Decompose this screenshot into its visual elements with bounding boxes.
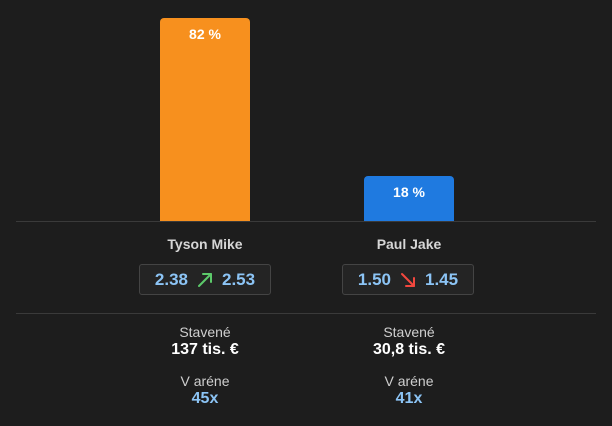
left-arena-value: 45x: [191, 390, 219, 407]
left-fighter-percent: 82 %: [189, 26, 221, 42]
right-arena-value: 41x: [395, 390, 423, 407]
right-arena-stat: V aréne 41x: [319, 373, 499, 408]
left-staked-label: Stavené: [179, 324, 231, 340]
right-staked-stat: Stavené 30,8 tis. €: [319, 324, 499, 359]
left-arena-label: V aréne: [180, 373, 230, 389]
left-odds-previous: 2.38: [154, 269, 188, 289]
right-fighter-percent: 18 %: [393, 184, 425, 200]
right-fighter-name: Paul Jake: [376, 236, 442, 252]
arrow-down-right-icon: [401, 272, 415, 287]
left-staked-stat: Stavené 137 tis. €: [115, 324, 295, 359]
left-fighter-name: Tyson Mike: [167, 236, 243, 252]
left-fighter-bar: 82 %: [160, 18, 250, 221]
right-fighter-bar: 18 %: [364, 176, 454, 221]
right-odds-button[interactable]: 1.50 1.45: [342, 264, 474, 295]
right-arena-label: V aréne: [384, 373, 434, 389]
right-odds-previous: 1.50: [357, 269, 391, 289]
left-odds-current: 2.53: [222, 269, 256, 289]
section-divider: [16, 313, 596, 314]
chart-baseline: [16, 221, 596, 222]
right-odds-current: 1.45: [425, 269, 459, 289]
right-staked-value: 30,8 tis. €: [372, 341, 446, 358]
right-staked-label: Stavené: [383, 324, 435, 340]
left-odds-button[interactable]: 2.38 2.53: [139, 264, 271, 295]
left-staked-value: 137 tis. €: [171, 341, 239, 358]
arrow-up-right-icon: [198, 272, 212, 287]
left-arena-stat: V aréne 45x: [115, 373, 295, 408]
